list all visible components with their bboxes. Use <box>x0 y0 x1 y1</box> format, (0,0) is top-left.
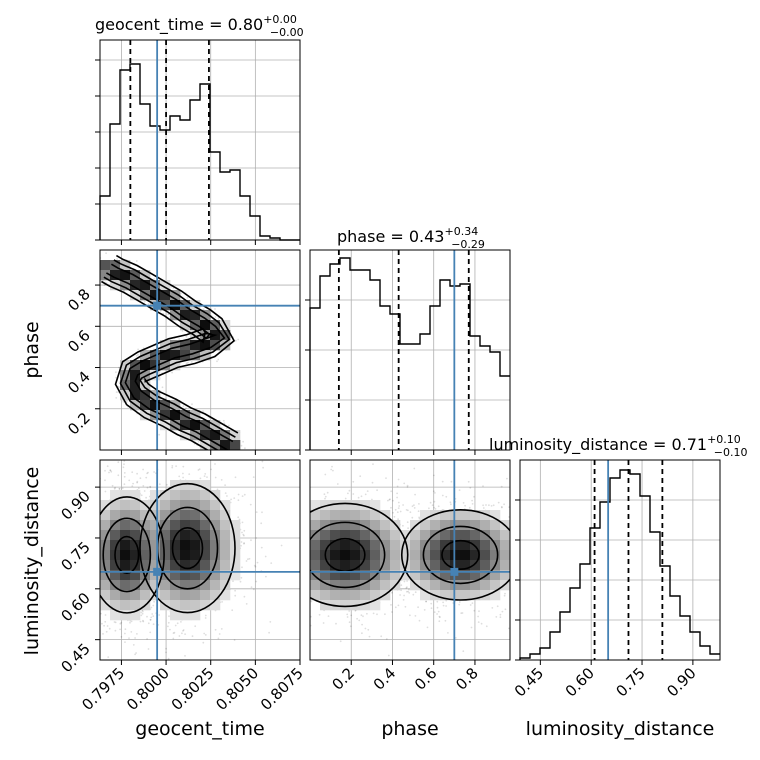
hist2d-luminosity-distance-vs-geocent-time <box>100 460 283 660</box>
title-luminosity-distance: luminosity_distance = 0.71+0.10 −0.10 <box>489 433 748 459</box>
y-tick-label: 0.6 <box>64 326 94 356</box>
y-tick-label: 0.8 <box>64 285 94 315</box>
xlabel-phase: phase <box>381 718 438 740</box>
x-tick-label: 0.75 <box>613 664 649 700</box>
axes-frame <box>99 459 301 661</box>
contour-line <box>171 526 204 570</box>
hist2d-luminosity-distance-vs-phase <box>310 463 510 657</box>
truth-marker <box>153 301 162 310</box>
contour-line <box>100 496 165 614</box>
contour-line <box>102 517 152 593</box>
x-tick-label: 0.8075 <box>257 664 307 714</box>
x-tick-label: 0.45 <box>511 664 547 700</box>
contour-line <box>110 263 234 443</box>
x-tick-label: 0.8050 <box>212 664 262 714</box>
x-tick-label: 0.8 <box>452 664 482 694</box>
contour-line <box>422 525 499 585</box>
xlabel-geocent-time: geocent_time <box>135 718 264 740</box>
contour-line <box>441 539 480 570</box>
contour-line <box>101 280 210 450</box>
x-tick-label: 0.7975 <box>78 664 128 714</box>
y-tick-label: 0.2 <box>64 409 94 439</box>
y-tick-label: 0.90 <box>57 487 93 523</box>
truth-marker <box>450 567 459 576</box>
y-tick-label: 0.45 <box>57 640 93 676</box>
x-tick-label: 0.6 <box>411 664 441 694</box>
x-tick-label: 0.8000 <box>123 664 173 714</box>
x-tick-label: 0.60 <box>562 664 598 700</box>
x-tick-label: 0.2 <box>328 664 358 694</box>
contour-line <box>139 482 236 614</box>
title-geocent-time: geocent_time = 0.80+0.00 −0.00 <box>95 13 304 39</box>
histogram-luminosity_distance <box>519 469 720 660</box>
ylabel-phase: phase <box>21 321 43 378</box>
y-tick-label: 0.75 <box>57 538 93 574</box>
panel-bg <box>100 40 300 240</box>
contour-line <box>115 254 239 434</box>
x-tick-label: 0.90 <box>663 664 699 700</box>
contour-line <box>310 521 386 589</box>
axes-frame <box>99 39 301 241</box>
y-tick-label: 0.60 <box>57 589 93 625</box>
xlabel-luminosity-distance: luminosity_distance <box>526 718 715 740</box>
x-tick-label: 0.8025 <box>168 664 218 714</box>
hist2d-phase-vs-geocent-time <box>100 252 246 450</box>
axes-frames <box>99 39 721 661</box>
contour-line <box>113 259 236 438</box>
histogram-phase <box>309 257 510 450</box>
x-tick-label: 0.4 <box>370 664 400 694</box>
quantile-and-truth-lines <box>100 40 664 660</box>
axes-frame <box>519 459 721 661</box>
axes-frame <box>99 249 301 451</box>
contour-line <box>400 509 510 601</box>
ylabel-luminosity-distance: luminosity_distance <box>21 467 43 656</box>
y-tick-label: 0.4 <box>64 368 94 398</box>
contour-line <box>114 535 140 575</box>
axes-frame <box>309 459 511 661</box>
panel-bg <box>520 460 720 660</box>
title-phase: phase = 0.43+0.34 −0.29 <box>337 225 485 251</box>
contour-line <box>310 502 409 608</box>
two-d-histograms <box>100 252 510 660</box>
truth-marker <box>153 567 162 576</box>
